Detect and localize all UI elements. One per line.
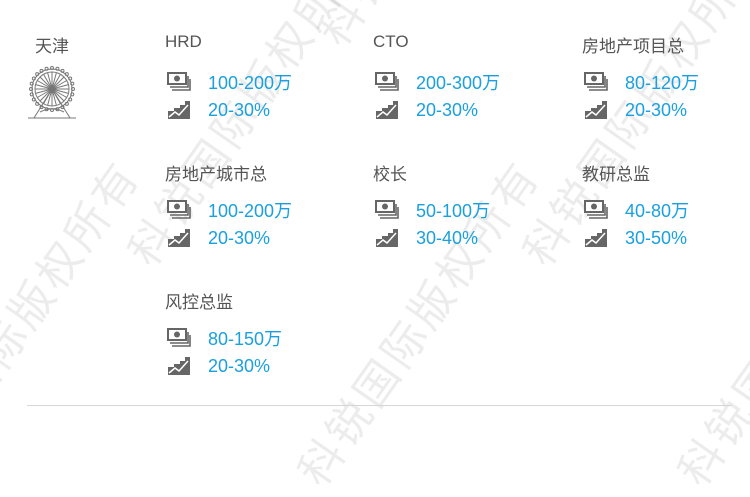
growth-row: 20-30% <box>165 96 365 124</box>
job-card: CTO 200-300万 20-30% <box>373 32 573 124</box>
growth-row: 20-30% <box>165 352 365 380</box>
salary-row: 80-150万 <box>165 324 365 352</box>
money-icon <box>167 72 191 91</box>
salary-row: 40-80万 <box>582 196 750 224</box>
growth-value: 20-30% <box>625 99 688 120</box>
salary-value: 100-200万 <box>208 201 293 221</box>
job-title: 房地产项目总 <box>582 37 684 56</box>
salary-value: 100-200万 <box>208 73 293 93</box>
growth-value: 20-30% <box>416 99 479 120</box>
growth-chart-icon <box>168 229 190 247</box>
job-title: 房地产城市总 <box>165 165 267 184</box>
growth-value: 30-50% <box>625 227 688 248</box>
salary-value: 80-150万 <box>208 329 283 349</box>
money-icon <box>375 200 399 219</box>
money-icon <box>167 328 191 347</box>
money-icon <box>584 200 608 219</box>
growth-chart-icon <box>585 101 607 119</box>
growth-chart-icon <box>376 229 398 247</box>
growth-row: 20-30% <box>373 96 573 124</box>
job-card: 房地产城市总 100-200万 20-30% <box>165 160 365 252</box>
salary-row: 100-200万 <box>165 196 365 224</box>
job-card: 房地产项目总 80-120万 20-30% <box>582 32 750 124</box>
job-title: 校长 <box>373 165 407 184</box>
money-icon <box>584 72 608 91</box>
salary-value: 50-100万 <box>416 201 491 221</box>
salary-value: 200-300万 <box>416 73 501 93</box>
growth-value: 20-30% <box>208 355 271 376</box>
growth-chart-icon <box>585 229 607 247</box>
growth-value: 20-30% <box>208 227 271 248</box>
growth-row: 20-30% <box>582 96 750 124</box>
job-card: HRD 100-200万 20-30% <box>165 32 365 124</box>
watermark: 科锐国际版权所有 <box>0 152 151 495</box>
growth-row: 20-30% <box>165 224 365 252</box>
salary-value: 40-80万 <box>625 201 690 221</box>
job-title: 教研总监 <box>582 165 650 184</box>
money-icon <box>167 200 191 219</box>
divider <box>27 405 732 406</box>
job-title: 风控总监 <box>165 293 233 312</box>
growth-value: 30-40% <box>416 227 479 248</box>
city-label: 天津 <box>35 37 69 56</box>
salary-row: 100-200万 <box>165 68 365 96</box>
salary-row: 80-120万 <box>582 68 750 96</box>
growth-value: 20-30% <box>208 99 271 120</box>
growth-row: 30-50% <box>582 224 750 252</box>
job-card: 教研总监 40-80万 30-50% <box>582 160 750 252</box>
money-icon <box>375 72 399 91</box>
job-card: 风控总监 80-150万 20-30% <box>165 288 365 380</box>
growth-chart-icon <box>168 357 190 375</box>
growth-chart-icon <box>376 101 398 119</box>
job-card: 校长 50-100万 30-40% <box>373 160 573 252</box>
job-title: CTO <box>373 32 409 51</box>
salary-value: 80-120万 <box>625 73 700 93</box>
salary-row: 50-100万 <box>373 196 573 224</box>
growth-chart-icon <box>168 101 190 119</box>
job-title: HRD <box>165 32 202 51</box>
ferris-wheel-icon <box>28 66 76 119</box>
growth-row: 30-40% <box>373 224 573 252</box>
salary-row: 200-300万 <box>373 68 573 96</box>
